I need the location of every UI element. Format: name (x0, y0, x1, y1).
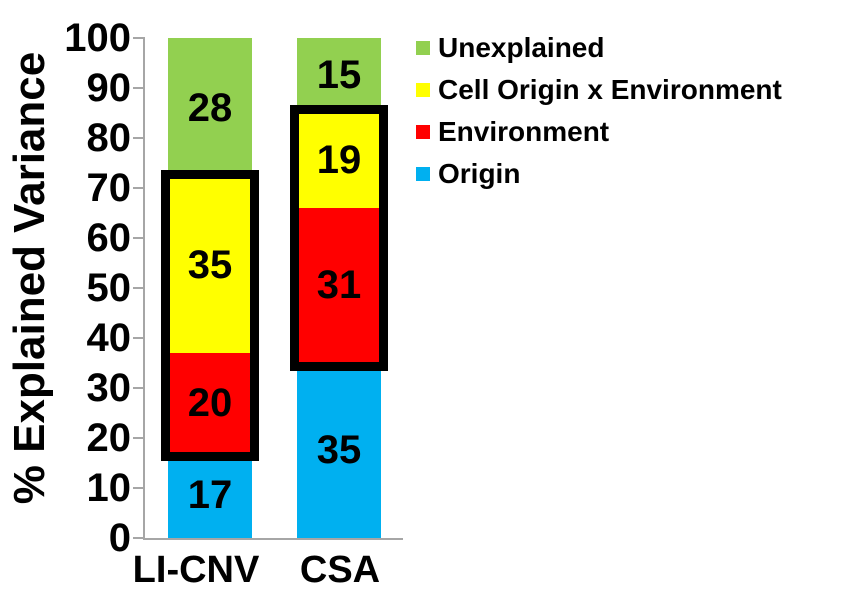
legend-swatch-icon (416, 83, 430, 97)
y-tick-label: 70 (86, 166, 132, 210)
segment-value-label: 19 (316, 138, 362, 182)
y-tick-mark (133, 287, 144, 289)
highlight-box-csa (290, 105, 388, 371)
legend-label: Cell Origin x Environment (438, 74, 782, 105)
y-tick-mark (133, 137, 144, 139)
y-tick-label: 60 (86, 216, 132, 260)
legend-label: Unexplained (438, 32, 605, 63)
segment-value-label: 17 (187, 473, 233, 517)
legend-label: Origin (438, 158, 521, 189)
y-tick-label: 80 (86, 116, 132, 160)
y-tick-label: 30 (86, 366, 132, 410)
y-tick-label: 50 (86, 266, 132, 310)
legend-swatch-icon (416, 41, 430, 55)
legend-swatch-icon (416, 125, 430, 139)
legend-item-unexplained: Unexplained (416, 27, 604, 69)
legend-item-origin: Origin (416, 153, 520, 195)
y-tick-mark (133, 337, 144, 339)
highlight-box-li-cnv (161, 170, 259, 461)
y-tick-label: 0 (108, 516, 131, 560)
legend-label: Environment (438, 116, 610, 147)
segment-value-label: 15 (316, 53, 362, 97)
y-tick-mark (133, 487, 144, 489)
y-tick-label: 40 (86, 316, 132, 360)
segment-value-label: 20 (187, 380, 233, 425)
x-axis-line (143, 538, 403, 540)
segment-value-label: 28 (187, 85, 233, 130)
bar-segment-environment: 31 (297, 208, 381, 363)
y-tick-label: 20 (86, 416, 132, 460)
legend-swatch-icon (416, 167, 430, 181)
bar-segment-unexplained: 28 (168, 38, 252, 178)
y-tick-mark (133, 237, 144, 239)
y-tick-label: 100 (64, 16, 131, 60)
bar-segment-unexplained: 15 (297, 38, 381, 113)
y-tick-mark (133, 437, 144, 439)
y-tick-mark (133, 537, 144, 539)
y-tick-mark (133, 37, 144, 39)
bar-segment-origin: 35 (297, 363, 381, 538)
bar-segment-cell-origin-x-environment: 19 (297, 113, 381, 208)
bar-segment-environment: 20 (168, 353, 252, 453)
segment-value-label: 31 (316, 263, 362, 307)
y-tick-mark (133, 387, 144, 389)
bar-segment-origin: 17 (168, 453, 252, 538)
bar-segment-cell-origin-x-environment: 35 (168, 178, 252, 353)
segment-value-label: 35 (187, 243, 233, 287)
y-axis-line (143, 37, 145, 540)
y-tick-mark (133, 187, 144, 189)
x-category-label: LI-CNV (132, 549, 260, 591)
legend-item-cell-origin-x-environment: Cell Origin x Environment (416, 69, 782, 111)
y-tick-mark (133, 87, 144, 89)
legend-item-environment: Environment (416, 111, 609, 153)
segment-value-label: 35 (316, 428, 362, 472)
x-category-label: CSA (299, 549, 381, 591)
y-tick-label: 90 (86, 66, 132, 110)
y-tick-label: 10 (86, 466, 132, 510)
